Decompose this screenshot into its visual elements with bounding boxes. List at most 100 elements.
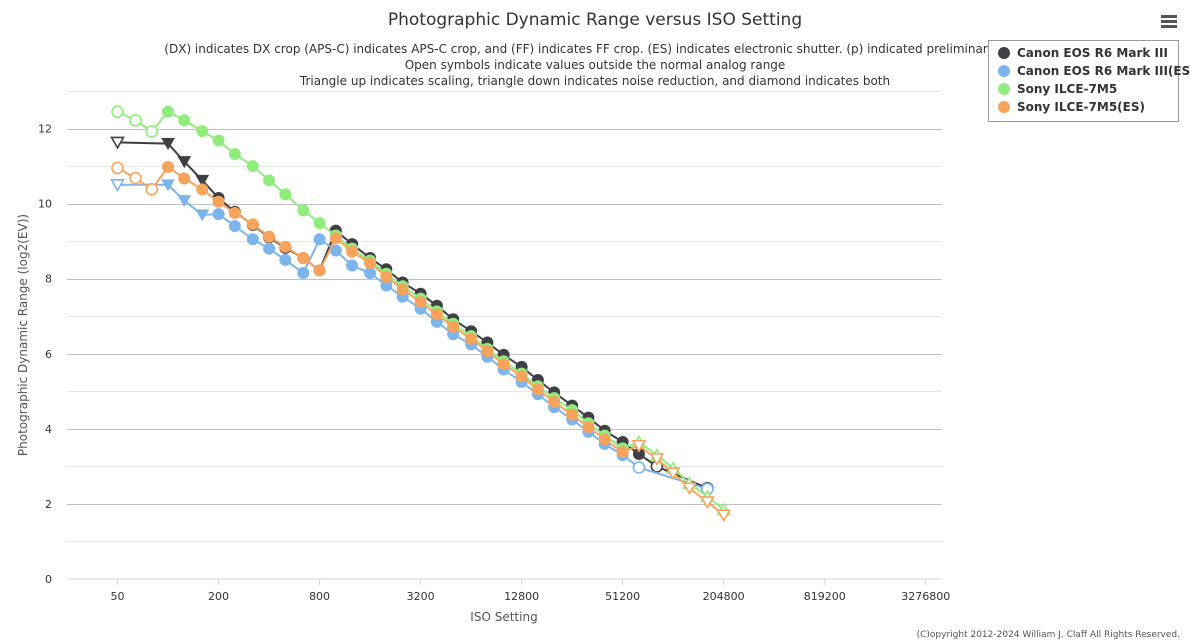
data-point[interactable] xyxy=(246,218,259,231)
y-tick-label: 12 xyxy=(38,123,52,136)
data-point[interactable] xyxy=(196,183,209,196)
data-point[interactable] xyxy=(616,446,629,459)
data-point[interactable] xyxy=(396,283,409,296)
data-point[interactable] xyxy=(582,420,595,433)
data-point[interactable] xyxy=(297,267,310,280)
data-point[interactable] xyxy=(111,105,124,118)
data-point[interactable] xyxy=(649,453,665,466)
data-point[interactable] xyxy=(297,252,310,265)
data-point[interactable] xyxy=(111,161,124,175)
hamburger-menu-icon[interactable] xyxy=(1161,15,1177,28)
x-tick-label: 200 xyxy=(208,590,229,603)
data-point[interactable] xyxy=(177,156,192,169)
data-point[interactable] xyxy=(515,370,528,383)
data-point[interactable] xyxy=(313,233,326,246)
legend-symbol xyxy=(998,101,1010,113)
data-point[interactable] xyxy=(246,160,259,173)
data-point[interactable] xyxy=(145,183,159,196)
chart-title: Photographic Dynamic Range versus ISO Se… xyxy=(388,10,802,30)
data-point[interactable] xyxy=(465,332,478,345)
data-point[interactable] xyxy=(145,125,159,138)
legend-box xyxy=(988,40,1179,122)
data-point[interactable] xyxy=(177,195,192,208)
data-point[interactable] xyxy=(212,208,225,221)
data-point[interactable] xyxy=(263,242,276,255)
data-point[interactable] xyxy=(700,496,715,510)
chart-subtitle-line-3: Triangle up indicates scaling, triangle … xyxy=(299,74,890,88)
data-point[interactable] xyxy=(548,395,561,408)
data-point[interactable] xyxy=(110,136,125,150)
data-point[interactable] xyxy=(346,245,359,258)
legend-item[interactable]: Canon EOS R6 Mark III xyxy=(998,46,1168,60)
data-point[interactable] xyxy=(346,259,359,272)
data-point[interactable] xyxy=(279,240,292,253)
data-point[interactable] xyxy=(632,461,646,474)
data-point[interactable] xyxy=(329,232,342,245)
data-point[interactable] xyxy=(481,345,494,358)
x-tick-label: 51200 xyxy=(605,590,640,603)
x-tick-label: 3276800 xyxy=(901,590,950,603)
x-axis-title: ISO Setting xyxy=(470,610,537,624)
data-point[interactable] xyxy=(665,467,681,481)
x-axis-ticks: 50 200 800 3200 12800 51200 204800 819200 327680… xyxy=(111,579,950,603)
legend-item[interactable]: Sony ILCE-7M5(ES) xyxy=(998,100,1145,114)
data-point[interactable] xyxy=(447,320,460,333)
data-point[interactable] xyxy=(228,220,241,233)
x-tick-label: 819200 xyxy=(804,590,846,603)
y-tick-label: 0 xyxy=(45,573,52,586)
legend-item[interactable]: Sony ILCE-7M5 xyxy=(998,82,1117,96)
data-point[interactable] xyxy=(129,171,142,185)
data-point[interactable] xyxy=(161,138,175,151)
series-4 xyxy=(111,160,732,523)
data-point[interactable] xyxy=(161,179,175,192)
data-point[interactable] xyxy=(246,233,259,246)
series-line xyxy=(117,141,708,490)
data-point[interactable] xyxy=(263,230,276,243)
legend: Canon EOS R6 Mark III Canon EOS R6 Mark I… xyxy=(988,40,1190,122)
data-point[interactable] xyxy=(631,439,647,453)
data-point[interactable] xyxy=(162,160,175,173)
menu-icon-bar-bottom xyxy=(1161,25,1177,28)
series-group xyxy=(110,105,732,523)
data-point[interactable] xyxy=(497,358,510,371)
legend-item[interactable]: Canon EOS R6 Mark III(ES) xyxy=(998,64,1190,78)
data-point[interactable] xyxy=(263,174,276,187)
y-tick-label: 8 xyxy=(45,273,52,286)
data-point[interactable] xyxy=(212,195,225,208)
data-point[interactable] xyxy=(297,204,310,217)
data-point[interactable] xyxy=(682,482,697,496)
data-point[interactable] xyxy=(196,125,209,138)
data-point[interactable] xyxy=(178,114,191,127)
data-point[interactable] xyxy=(364,256,377,269)
data-point[interactable] xyxy=(364,267,377,280)
data-point[interactable] xyxy=(313,264,326,277)
data-point[interactable] xyxy=(380,270,393,283)
data-point[interactable] xyxy=(110,179,125,192)
legend-label: Sony ILCE-7M5(ES) xyxy=(1017,100,1145,114)
data-point[interactable] xyxy=(212,134,225,147)
data-point[interactable] xyxy=(414,295,427,308)
data-point[interactable] xyxy=(195,174,210,187)
data-point[interactable] xyxy=(162,105,175,118)
menu-icon-bar-middle xyxy=(1161,20,1177,23)
y-tick-label: 2 xyxy=(45,498,52,511)
legend-symbol xyxy=(998,47,1010,59)
y-axis-title: Photographic Dynamic Range (log2(EV)) xyxy=(16,214,30,456)
data-point[interactable] xyxy=(129,113,142,127)
data-point[interactable] xyxy=(598,433,611,446)
data-point[interactable] xyxy=(279,188,292,201)
chart-subtitle-line-2: Open symbols indicate values outside the… xyxy=(405,58,786,72)
x-tick-label: 50 xyxy=(111,590,125,603)
data-point[interactable] xyxy=(228,207,241,219)
data-point[interactable] xyxy=(531,383,544,396)
data-point[interactable] xyxy=(716,509,732,523)
data-point[interactable] xyxy=(178,172,191,185)
data-point[interactable] xyxy=(566,408,579,421)
y-tick-label: 6 xyxy=(45,348,52,361)
data-point[interactable] xyxy=(313,217,326,230)
data-point[interactable] xyxy=(195,209,210,222)
data-point[interactable] xyxy=(228,148,241,161)
data-point[interactable] xyxy=(430,308,443,321)
data-point[interactable] xyxy=(279,253,292,266)
